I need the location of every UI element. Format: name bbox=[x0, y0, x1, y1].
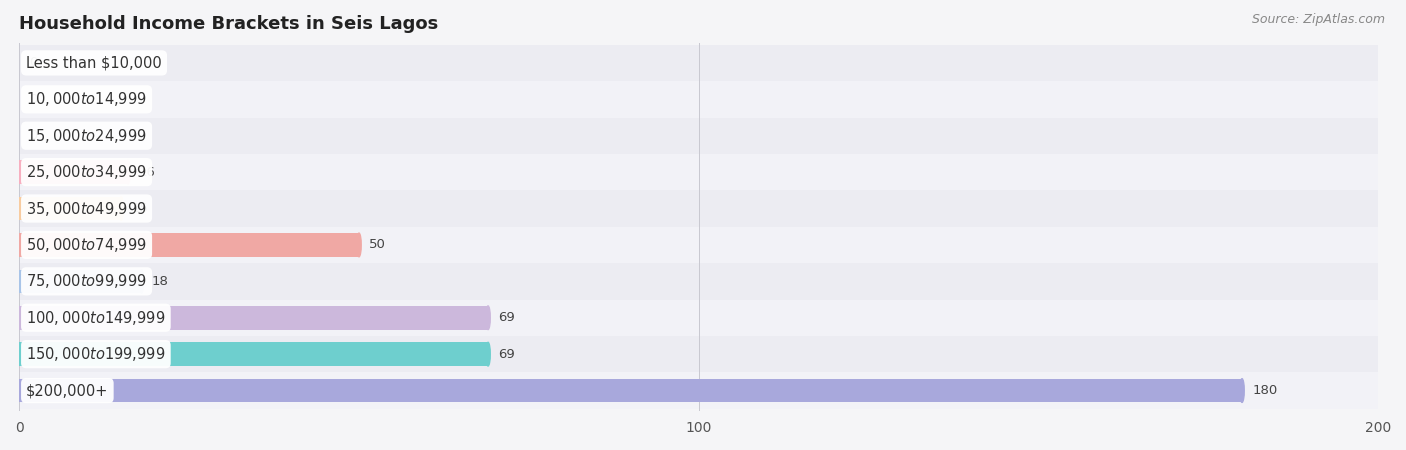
Circle shape bbox=[486, 342, 491, 366]
Text: 69: 69 bbox=[498, 348, 515, 360]
Text: 69: 69 bbox=[498, 311, 515, 324]
Bar bbox=[20, 233, 359, 257]
Bar bbox=[20, 263, 1378, 300]
Text: 180: 180 bbox=[1253, 384, 1278, 397]
Text: 0: 0 bbox=[30, 129, 38, 142]
Text: $100,000 to $149,999: $100,000 to $149,999 bbox=[27, 309, 166, 327]
Text: $200,000+: $200,000+ bbox=[27, 383, 108, 398]
Text: 18: 18 bbox=[152, 275, 169, 288]
Bar bbox=[20, 154, 1378, 190]
Text: 15: 15 bbox=[131, 202, 149, 215]
Text: $25,000 to $34,999: $25,000 to $34,999 bbox=[27, 163, 148, 181]
Bar bbox=[20, 160, 128, 184]
Text: $50,000 to $74,999: $50,000 to $74,999 bbox=[27, 236, 148, 254]
Text: $10,000 to $14,999: $10,000 to $14,999 bbox=[27, 90, 148, 108]
Text: $15,000 to $24,999: $15,000 to $24,999 bbox=[27, 127, 148, 145]
Circle shape bbox=[486, 306, 491, 329]
Bar bbox=[20, 336, 1378, 372]
Text: Source: ZipAtlas.com: Source: ZipAtlas.com bbox=[1251, 14, 1385, 27]
Text: $150,000 to $199,999: $150,000 to $199,999 bbox=[27, 345, 166, 363]
Text: 50: 50 bbox=[370, 238, 387, 252]
Bar bbox=[20, 372, 1378, 409]
Bar bbox=[20, 300, 1378, 336]
Text: Household Income Brackets in Seis Lagos: Household Income Brackets in Seis Lagos bbox=[20, 15, 439, 33]
Circle shape bbox=[357, 233, 361, 257]
Text: $75,000 to $99,999: $75,000 to $99,999 bbox=[27, 272, 148, 290]
Bar bbox=[20, 45, 1378, 81]
Text: 0: 0 bbox=[30, 56, 38, 69]
Text: $35,000 to $49,999: $35,000 to $49,999 bbox=[27, 199, 148, 217]
Text: 0: 0 bbox=[30, 93, 38, 106]
Circle shape bbox=[127, 160, 131, 184]
Text: 16: 16 bbox=[138, 166, 155, 179]
Bar bbox=[20, 197, 121, 220]
Bar bbox=[20, 227, 1378, 263]
Bar bbox=[20, 270, 142, 293]
Bar bbox=[20, 342, 488, 366]
Bar bbox=[20, 379, 1241, 402]
Circle shape bbox=[1240, 379, 1244, 402]
Circle shape bbox=[139, 270, 143, 293]
Bar bbox=[20, 117, 1378, 154]
Bar bbox=[20, 81, 1378, 117]
Circle shape bbox=[120, 197, 124, 220]
Text: Less than $10,000: Less than $10,000 bbox=[27, 55, 162, 70]
Bar bbox=[20, 190, 1378, 227]
Bar bbox=[20, 306, 488, 329]
